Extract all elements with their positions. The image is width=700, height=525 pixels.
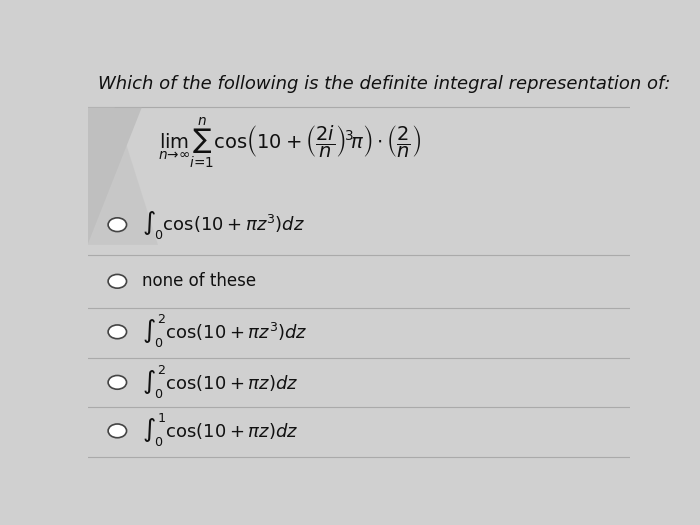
Polygon shape <box>88 108 158 245</box>
Circle shape <box>108 424 127 438</box>
Circle shape <box>108 325 127 339</box>
Circle shape <box>108 275 127 288</box>
Text: $\int_{0}^{2} \cos\!\left(10 + \pi z^{3}\right) dz$: $\int_{0}^{2} \cos\!\left(10 + \pi z^{3}… <box>141 313 307 350</box>
Text: $\int_{0}^{\,} \cos\!\left(10 + \pi z^{3}\right) dz$: $\int_{0}^{\,} \cos\!\left(10 + \pi z^{3… <box>141 209 304 240</box>
Text: $\int_{0}^{2} \cos\!\left(10 + \pi z\right) dz$: $\int_{0}^{2} \cos\!\left(10 + \pi z\rig… <box>141 364 298 401</box>
Circle shape <box>108 375 127 389</box>
Polygon shape <box>88 108 141 245</box>
Text: Which of the following is the definite integral representation of:: Which of the following is the definite i… <box>98 75 671 93</box>
Circle shape <box>108 218 127 232</box>
Text: $\lim_{n \to \infty} \sum_{i=1}^{n} \cos\!\left(10 + \left(\dfrac{2i}{n}\right)^: $\lim_{n \to \infty} \sum_{i=1}^{n} \cos… <box>158 117 421 171</box>
Text: none of these: none of these <box>141 272 256 290</box>
Text: $\int_{0}^{1} \cos\!\left(10 + \pi z\right) dz$: $\int_{0}^{1} \cos\!\left(10 + \pi z\rig… <box>141 412 298 449</box>
